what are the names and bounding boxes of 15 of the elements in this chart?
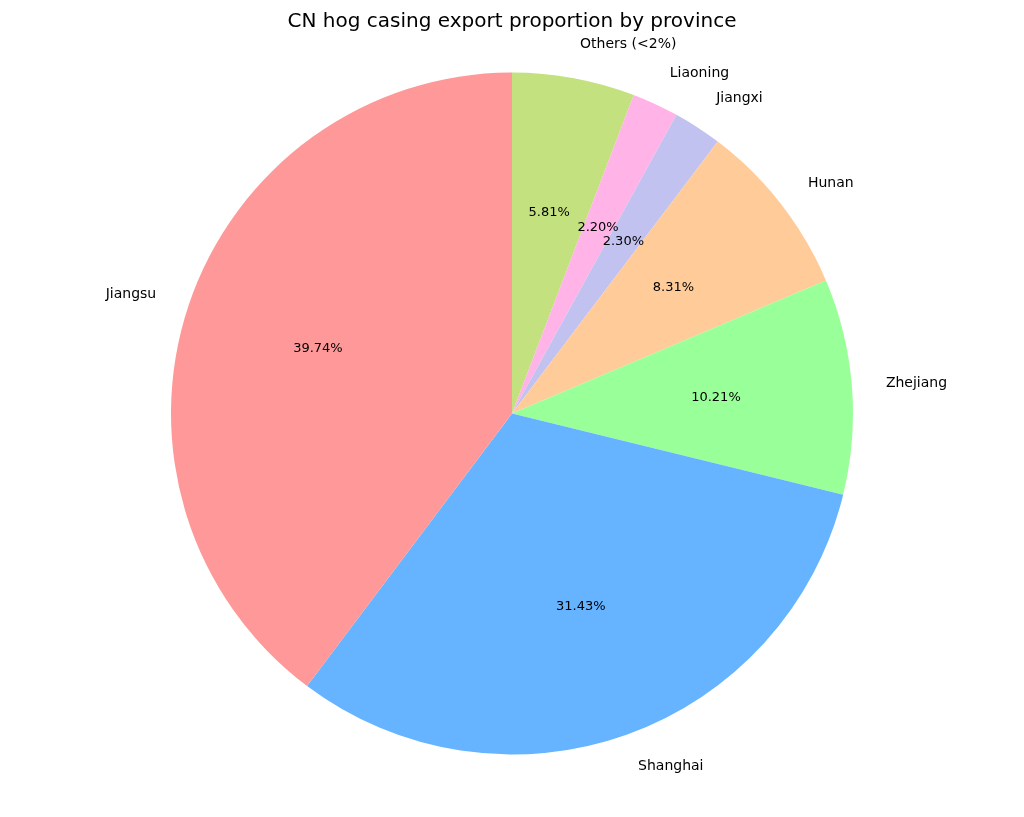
chart-title: CN hog casing export proportion by province: [287, 8, 737, 33]
slice-label: Jiangxi: [715, 89, 763, 106]
data-label: 5.81%: [528, 203, 570, 219]
slice-label: Hunan: [807, 173, 854, 190]
data-label: 39.74%: [293, 340, 343, 356]
data-label: 31.43%: [555, 597, 606, 613]
data-label: 8.31%: [652, 279, 695, 295]
slice-label: Liaoning: [669, 63, 730, 80]
data-label: 2.20%: [577, 219, 619, 235]
slice-label: Zhejiang: [885, 374, 948, 391]
data-label: 2.30%: [602, 233, 645, 249]
data-label: 10.21%: [691, 388, 741, 404]
slice-label: Shanghai: [638, 757, 704, 774]
slice-label: Jiangsu: [104, 285, 157, 302]
slice-label: Others (<2%): [580, 35, 677, 52]
